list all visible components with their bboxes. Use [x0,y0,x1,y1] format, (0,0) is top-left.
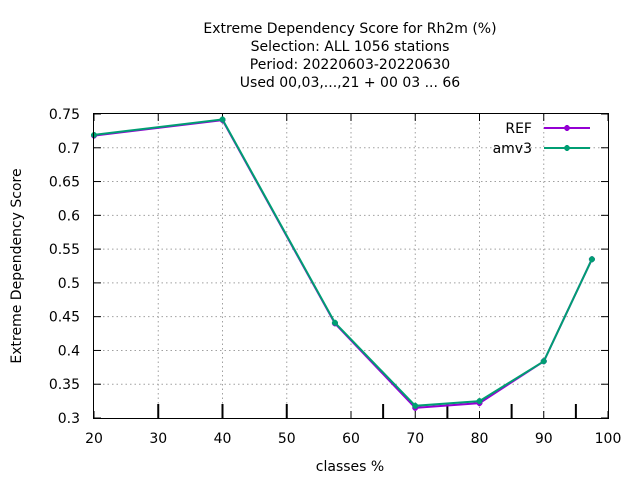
x-axis-label: classes % [316,459,384,475]
data-point-amv3 [412,402,419,409]
data-point-amv3 [476,398,483,405]
y-tick-label: 0.7 [58,141,80,157]
chart-title-line-4: Used 00,03,...,21 + 00 03 ... 66 [240,75,461,91]
x-tick-label: 40 [214,431,232,447]
plot-frame [93,113,609,419]
data-point-amv3 [588,256,595,263]
series-line-REF [93,119,593,409]
x-tick-label: 50 [278,431,296,447]
x-tick-label: 20 [85,431,103,447]
y-tick-label: 0.35 [49,377,80,393]
x-tick-label: 60 [342,431,360,447]
y-tick-label: 0.75 [49,107,80,123]
legend-label-REF: REF [505,121,532,137]
y-tick-label: 0.45 [49,310,80,326]
y-tick-label: 0.4 [58,343,80,359]
data-point-amv3 [540,358,547,365]
chart-title-line-1: Extreme Dependency Score for Rh2m (%) [203,21,496,37]
y-tick-label: 0.55 [49,242,80,258]
x-tick-label: 70 [406,431,424,447]
y-axis-label: Extreme Dependency Score [9,168,25,363]
chart-title-line-3: Period: 20220603-20220630 [250,57,450,73]
legend-marker-amv3 [564,145,570,151]
data-point-amv3 [331,319,338,326]
series-REF [91,117,595,411]
x-tick-label: 100 [595,431,622,447]
legend-label-amv3: amv3 [493,141,532,157]
chart-title-line-2: Selection: ALL 1056 stations [251,39,450,55]
chart-title: Extreme Dependency Score for Rh2m (%) Se… [203,21,496,91]
y-tick-label: 0.6 [58,208,80,224]
data-point-amv3 [219,116,226,123]
series-lines [91,116,595,411]
x-tick-label: 90 [535,431,553,447]
legend: REF amv3 [493,121,590,157]
x-tick-label: 30 [149,431,167,447]
grid [94,114,608,418]
x-tick-label: 80 [471,431,489,447]
series-line-amv3 [93,118,593,407]
y-tick-label: 0.65 [49,175,80,191]
legend-marker-REF [564,125,570,131]
y-tick-label: 0.5 [58,276,80,292]
tick-labels: 0.3 0.35 0.4 0.45 0.5 0.55 0.6 0.65 0.7 0.75 20 30 4… [49,107,622,447]
series-amv3 [91,116,595,409]
y-tick-label: 0.3 [58,411,80,427]
